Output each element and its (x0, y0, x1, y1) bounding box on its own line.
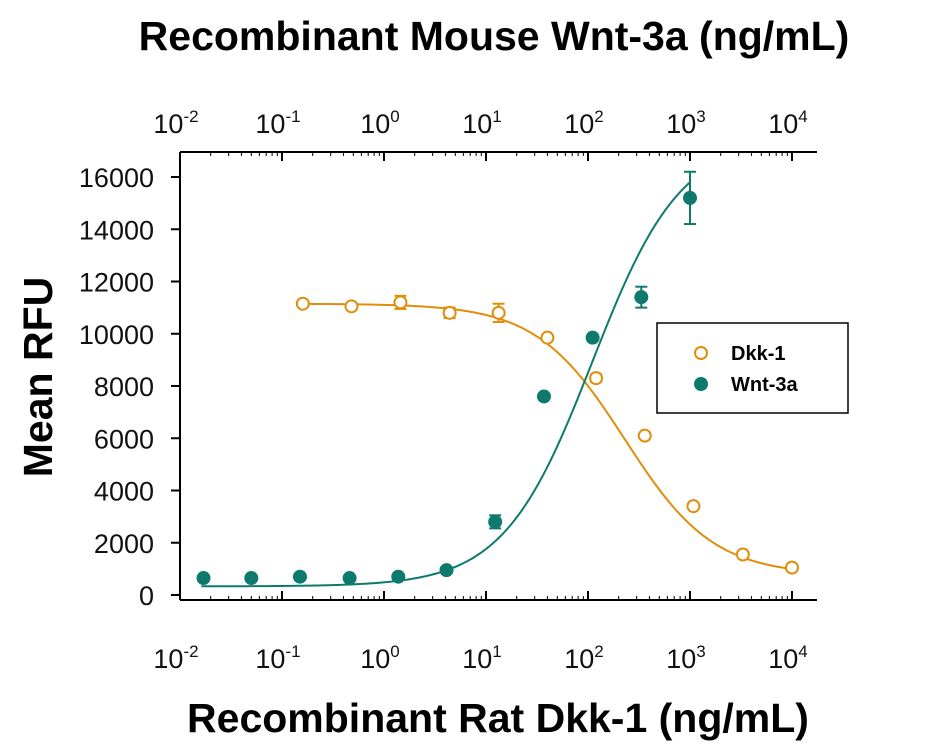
data-point-wnt-3a (683, 190, 697, 205)
legend: Dkk-1 Wnt-3a (656, 322, 849, 414)
bottom-x-tick-label: 100 (360, 642, 400, 674)
top-x-tick-label: 101 (462, 107, 502, 139)
y-axis-ticks: 0 2000 4000 6000 8000 10000 12000 14000 16000 (79, 163, 180, 611)
bottom-x-tick-label: 102 (564, 642, 604, 674)
data-point-wnt-3a (634, 290, 649, 305)
top-x-tick-label: 100 (360, 107, 400, 139)
top-x-axis-ticks: 10-2 10-1 100 101 102 103 104 (153, 107, 808, 161)
top-x-tick-label: 104 (768, 107, 808, 139)
data-point-dkk-1 (785, 560, 799, 575)
data-points (196, 170, 799, 586)
y-axis-title: Mean RFU (15, 277, 61, 477)
data-point-dkk-1 (393, 295, 408, 310)
data-point-wnt-3a (391, 569, 406, 584)
bottom-x-tick-label: 103 (666, 642, 706, 674)
data-point-dkk-1 (442, 305, 457, 320)
legend-box (656, 322, 849, 414)
bottom-x-tick-label: 101 (462, 642, 502, 674)
data-point-dkk-1 (344, 299, 359, 314)
fit-curve-wnt-3a (201, 181, 691, 588)
bottom-x-tick-label: 10-2 (153, 642, 198, 674)
bottom-x-axis-ticks: 10-2 10-1 100 101 102 103 104 (153, 591, 808, 674)
bottom-x-tick-label: 104 (768, 642, 808, 674)
y-tick-label: 2000 (94, 529, 154, 559)
data-point-dkk-1 (637, 428, 652, 443)
y-tick-label: 14000 (79, 215, 154, 245)
data-point-wnt-3a (292, 569, 307, 584)
bottom-x-tick-label: 10-1 (255, 642, 300, 674)
chart-title: Recombinant Mouse Wnt-3a (ng/mL) (139, 13, 850, 59)
data-point-wnt-3a (585, 330, 600, 345)
legend-marker-wnt-3a (694, 377, 708, 391)
y-tick-label: 10000 (79, 320, 154, 350)
top-x-tick-label: 10-2 (153, 107, 198, 139)
data-point-dkk-1 (540, 330, 555, 345)
legend-marker-dkk-1 (694, 346, 708, 360)
data-point-wnt-3a (488, 514, 503, 529)
data-point-wnt-3a (196, 571, 211, 586)
data-point-wnt-3a (536, 389, 551, 404)
y-tick-label: 0 (139, 581, 154, 611)
x-axis-title: Recombinant Rat Dkk-1 (ng/mL) (187, 695, 809, 741)
data-point-dkk-1 (735, 547, 750, 562)
data-point-wnt-3a (244, 571, 259, 586)
top-x-tick-label: 10-1 (255, 107, 300, 139)
top-x-tick-label: 102 (564, 107, 604, 139)
y-tick-label: 6000 (94, 424, 154, 454)
legend-label-dkk-1: Dkk-1 (731, 343, 785, 365)
data-point-dkk-1 (686, 499, 701, 514)
data-point-dkk-1 (295, 296, 310, 311)
y-tick-label: 16000 (79, 163, 154, 193)
y-tick-label: 12000 (79, 268, 154, 298)
legend-label-wnt-3a: Wnt-3a (731, 374, 799, 396)
y-tick-label: 4000 (94, 477, 154, 507)
data-point-dkk-1 (491, 305, 506, 320)
data-point-dkk-1 (589, 371, 604, 386)
top-x-tick-label: 103 (666, 107, 706, 139)
data-point-wnt-3a (342, 571, 357, 586)
y-tick-label: 8000 (94, 372, 154, 402)
data-point-wnt-3a (439, 563, 454, 578)
